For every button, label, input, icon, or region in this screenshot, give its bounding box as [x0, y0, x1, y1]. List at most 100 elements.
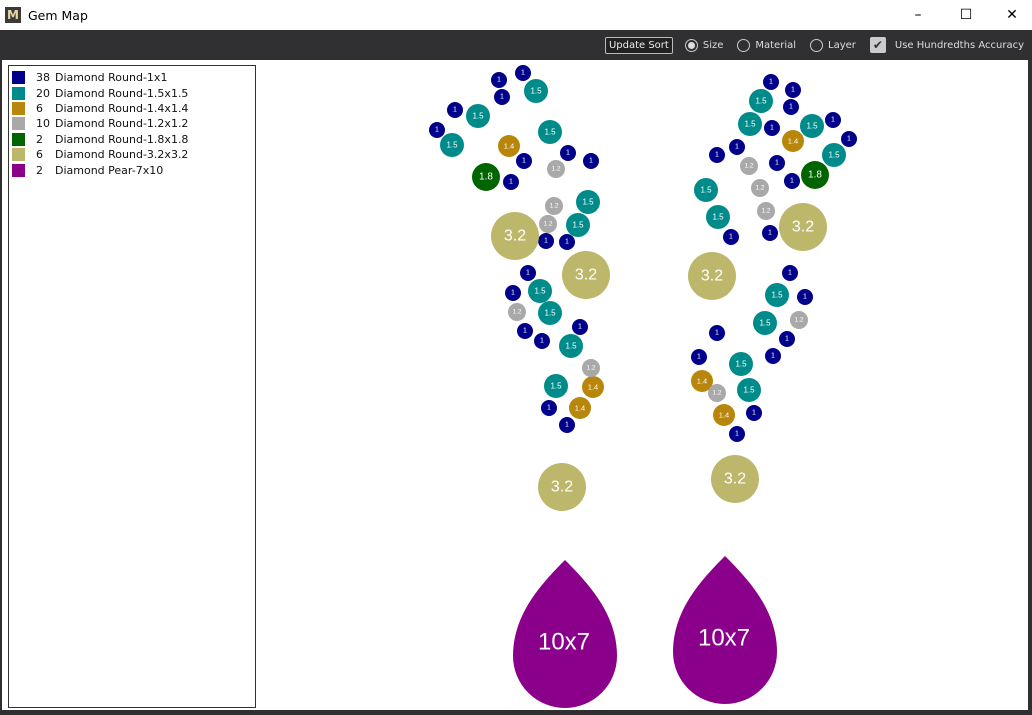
- gem[interactable]: 1.5: [528, 279, 552, 303]
- gem[interactable]: 1: [429, 122, 445, 138]
- gem[interactable]: 1: [572, 319, 588, 335]
- gem[interactable]: 1.5: [538, 120, 562, 144]
- gem[interactable]: 1: [691, 349, 707, 365]
- gem-circle: [559, 234, 575, 250]
- gem[interactable]: 1: [517, 323, 533, 339]
- gem[interactable]: 1.4: [782, 130, 804, 152]
- gem[interactable]: 1: [491, 72, 507, 88]
- gem[interactable]: 1.5: [800, 114, 824, 138]
- gem-label: 1: [788, 270, 792, 277]
- gem[interactable]: 1: [559, 234, 575, 250]
- gem[interactable]: 1.8: [472, 163, 500, 191]
- gem[interactable]: 1.2: [539, 215, 557, 233]
- sort-size-radio[interactable]: Size: [684, 38, 723, 52]
- gem-pear[interactable]: 10x7: [513, 560, 617, 708]
- gem[interactable]: 1: [447, 102, 463, 118]
- gem[interactable]: 1: [746, 405, 762, 421]
- gem[interactable]: 1.5: [466, 104, 490, 128]
- gem[interactable]: 1.5: [749, 89, 773, 113]
- gem[interactable]: 1: [723, 229, 739, 245]
- gem[interactable]: 1: [560, 145, 576, 161]
- gem[interactable]: 1.2: [790, 311, 808, 329]
- gem[interactable]: 1: [729, 139, 745, 155]
- gem[interactable]: 3.2: [562, 251, 610, 299]
- gem[interactable]: 1: [765, 348, 781, 364]
- gem[interactable]: 1: [825, 112, 841, 128]
- gem[interactable]: 1.4: [713, 404, 735, 426]
- gem[interactable]: 3.2: [491, 212, 539, 260]
- gem[interactable]: 1: [841, 131, 857, 147]
- gem[interactable]: 3.2: [688, 252, 736, 300]
- gem[interactable]: 1: [784, 173, 800, 189]
- gem[interactable]: 1: [785, 82, 801, 98]
- gem[interactable]: 1: [516, 153, 532, 169]
- gem[interactable]: 1: [763, 74, 779, 90]
- gem[interactable]: 1.5: [538, 301, 562, 325]
- gem[interactable]: 1.5: [765, 283, 789, 307]
- gem[interactable]: 1: [541, 400, 557, 416]
- gem[interactable]: 1: [797, 289, 813, 305]
- gem[interactable]: 1.5: [559, 334, 583, 358]
- gem[interactable]: 1.2: [757, 202, 775, 220]
- gem-label: 1.5: [446, 141, 458, 150]
- gem-circle: [782, 130, 804, 152]
- gem[interactable]: 1: [494, 89, 510, 105]
- gem[interactable]: 1: [782, 265, 798, 281]
- gem[interactable]: 1.2: [508, 303, 526, 321]
- update-sort-button[interactable]: Update Sort: [604, 36, 673, 54]
- sort-layer-radio[interactable]: Layer: [810, 38, 856, 52]
- gem[interactable]: 1.5: [524, 79, 548, 103]
- gem[interactable]: 1.2: [751, 179, 769, 197]
- gem[interactable]: 1: [520, 265, 536, 281]
- gem[interactable]: 1: [534, 333, 550, 349]
- gem[interactable]: 1.2: [582, 359, 600, 377]
- gem[interactable]: 1.5: [440, 133, 464, 157]
- gem-label: 1.4: [719, 411, 729, 420]
- gem[interactable]: 1.4: [582, 376, 604, 398]
- gem[interactable]: 1: [729, 426, 745, 442]
- gem[interactable]: 1: [559, 417, 575, 433]
- gem[interactable]: 1: [538, 233, 554, 249]
- gem-circle: [447, 102, 463, 118]
- gem-pear[interactable]: 10x7: [673, 556, 777, 704]
- gem[interactable]: 1.5: [706, 205, 730, 229]
- gem[interactable]: 1.4: [691, 370, 713, 392]
- gem[interactable]: 1: [769, 155, 785, 171]
- gem[interactable]: 1.8: [801, 161, 829, 189]
- gem[interactable]: 1: [779, 331, 795, 347]
- gem[interactable]: 1.5: [822, 143, 846, 167]
- gem[interactable]: 1.2: [545, 197, 563, 215]
- gem[interactable]: 1.5: [753, 311, 777, 335]
- gem[interactable]: 3.2: [779, 203, 827, 251]
- maximize-button[interactable]: ☐: [959, 7, 973, 23]
- close-button[interactable]: ✕: [1006, 7, 1018, 23]
- gem[interactable]: 1.2: [740, 157, 758, 175]
- gem-label: 1.5: [534, 287, 546, 296]
- gem[interactable]: 1.5: [694, 178, 718, 202]
- gem[interactable]: 1: [503, 174, 519, 190]
- gem[interactable]: 1.5: [738, 112, 762, 136]
- gem[interactable]: 1: [709, 325, 725, 341]
- gem[interactable]: 3.2: [711, 455, 759, 503]
- gem[interactable]: 1.5: [729, 352, 753, 376]
- gem[interactable]: 1.4: [498, 135, 520, 157]
- gem[interactable]: 1: [515, 65, 531, 81]
- gem[interactable]: 1.4: [569, 397, 591, 419]
- sort-material-radio[interactable]: Material: [737, 38, 796, 52]
- gem[interactable]: 1: [783, 99, 799, 115]
- gem[interactable]: 1.5: [544, 374, 568, 398]
- hundredths-checkbox[interactable]: ✔ Use Hundredths Accuracy: [869, 37, 1024, 53]
- gem[interactable]: 1.2: [547, 160, 565, 178]
- gem[interactable]: 1: [583, 153, 599, 169]
- gem[interactable]: 1: [505, 285, 521, 301]
- gem[interactable]: 1.5: [737, 378, 761, 402]
- gem[interactable]: 3.2: [538, 463, 586, 511]
- gem[interactable]: 1.5: [566, 213, 590, 237]
- gem-circle: [729, 426, 745, 442]
- gem[interactable]: 1.5: [576, 190, 600, 214]
- gem[interactable]: 1: [709, 147, 725, 163]
- gem[interactable]: 1.2: [708, 384, 726, 402]
- gem[interactable]: 1: [764, 120, 780, 136]
- gem[interactable]: 1: [762, 225, 778, 241]
- minimize-button[interactable]: –: [914, 7, 922, 23]
